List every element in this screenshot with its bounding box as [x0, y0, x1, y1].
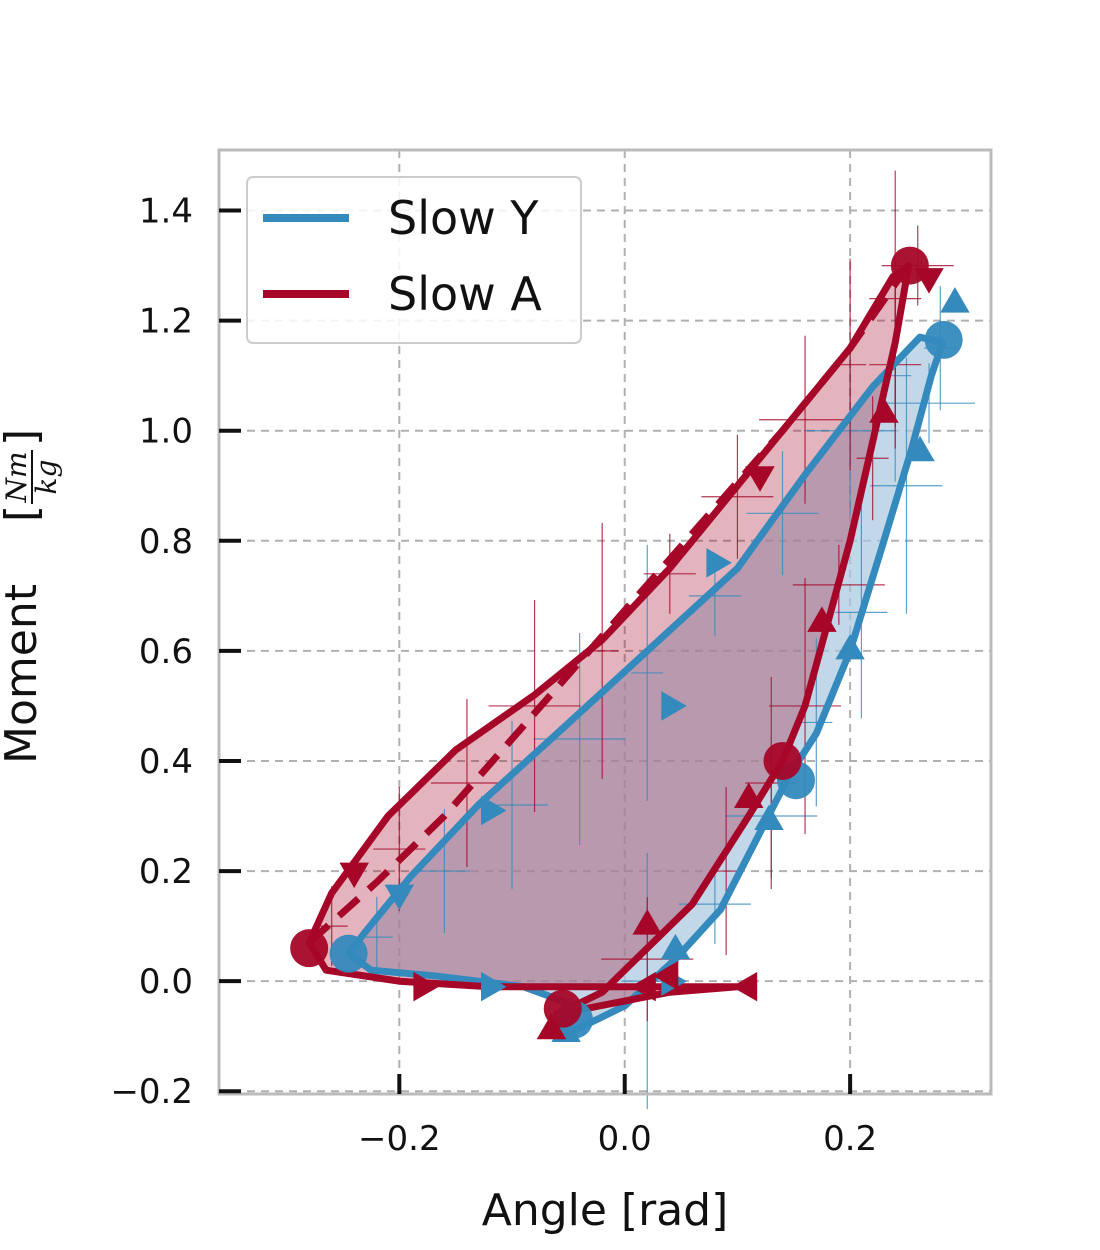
legend-label-slow-a: Slow A — [388, 267, 542, 321]
legend-label-slow-y: Slow Y — [388, 191, 539, 245]
y-tick-label: 0.2 — [139, 852, 193, 892]
triangle-marker-slow-a — [807, 606, 837, 632]
y-unit-numerator: Nm — [0, 451, 33, 503]
circle-marker-slow-y — [329, 934, 368, 973]
y-unit-bracket-right: ] — [0, 429, 47, 446]
triangle-marker-slow-a — [869, 397, 899, 423]
y-tick-label: 0.0 — [139, 962, 193, 1002]
y-axis-label-group: Moment [ Nm kg ] — [0, 429, 63, 764]
triangle-marker-slow-a — [413, 971, 439, 1002]
triangle-marker-slow-y — [706, 548, 732, 578]
series-markers — [290, 246, 970, 1042]
triangle-marker-slow-y — [940, 287, 970, 313]
circle-marker-slow-a — [763, 741, 802, 780]
triangle-marker-slow-y — [660, 933, 691, 960]
y-tick-label: 0.8 — [139, 522, 193, 562]
triangle-marker-slow-a — [632, 909, 662, 935]
triangle-marker-slow-a — [339, 862, 369, 889]
y-tick-label: 1.2 — [139, 302, 193, 342]
triangle-marker-slow-a — [536, 1013, 567, 1040]
y-tick-label: 1.0 — [139, 412, 193, 452]
y-axis-unit: [ Nm kg ] — [0, 429, 63, 522]
y-tick-label: −0.2 — [110, 1072, 193, 1112]
triangle-marker-slow-a — [652, 960, 679, 991]
y-unit-denominator: kg — [30, 460, 63, 495]
triangle-marker-slow-a — [914, 268, 944, 294]
triangle-marker-slow-y — [754, 804, 784, 830]
triangle-marker-slow-a — [734, 782, 764, 808]
y-tick-label: 0.6 — [139, 632, 193, 672]
circle-marker-slow-y — [924, 320, 963, 359]
triangle-marker-slow-y — [661, 691, 687, 721]
triangle-marker-slow-y — [384, 884, 414, 911]
x-tick-label: −0.2 — [358, 1119, 441, 1159]
triangle-marker-slow-a — [731, 971, 758, 1002]
triangle-marker-slow-y — [481, 795, 507, 826]
triangle-marker-slow-a — [745, 466, 775, 492]
dashed-line-slow-a — [306, 269, 908, 946]
triangle-marker-slow-y — [481, 971, 507, 1002]
x-tick-label: 0.2 — [823, 1119, 877, 1159]
y-unit-bracket-left: [ — [0, 505, 47, 522]
triangle-marker-slow-y — [905, 435, 935, 462]
axis-ticks: −0.2 0.0 0.2 −0.2 0.0 0.2 0.4 0.6 0.8 1.0 1.2 1.4 — [110, 192, 877, 1159]
y-tick-label: 1.4 — [139, 192, 193, 232]
y-tick-label: 0.4 — [139, 742, 193, 782]
x-axis-label: Angle [rad] — [482, 1185, 729, 1236]
legend: Slow Y Slow A — [246, 176, 582, 344]
loop-fill-slow-y — [348, 337, 943, 1037]
triangle-marker-slow-y — [835, 633, 865, 660]
triangle-marker-slow-a — [630, 971, 656, 1002]
plot-frame — [217, 148, 993, 1096]
y-axis-label: Moment — [0, 584, 47, 764]
circle-marker-slow-a — [290, 929, 329, 968]
x-tick-label: 0.0 — [598, 1119, 652, 1159]
